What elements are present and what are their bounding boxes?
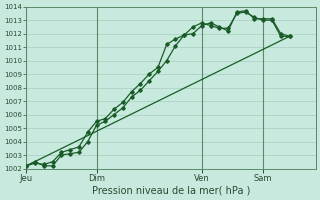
X-axis label: Pression niveau de la mer( hPa ): Pression niveau de la mer( hPa ) [92,186,250,196]
